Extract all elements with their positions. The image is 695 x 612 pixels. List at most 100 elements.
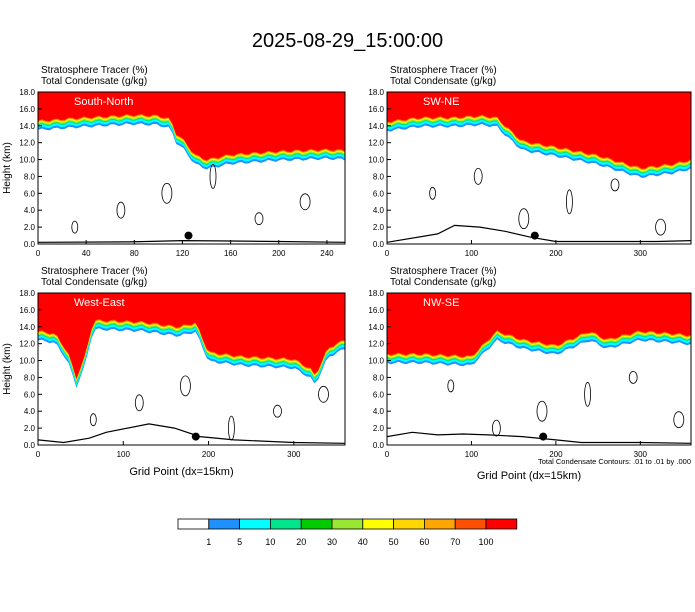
x-tick-label: 100 [465, 249, 479, 258]
x-tick-label: 100 [117, 450, 131, 459]
plot-area-2 [38, 293, 345, 445]
contour-footnote: Total Condensate Contours: .01 to .01 by… [538, 457, 691, 466]
condensate-contour [536, 400, 548, 422]
y-tick-label: 2.0 [373, 223, 385, 232]
y-tick-label: 8.0 [373, 373, 385, 382]
variable-label: Total Condensate (g/kg) [41, 277, 147, 288]
location-marker [184, 231, 193, 240]
panel-label: NW-SE [423, 297, 459, 309]
colorbar-swatch [454, 518, 487, 530]
condensate-contour [134, 394, 144, 412]
condensate-contour [254, 212, 264, 226]
y-tick-label: 12.0 [19, 340, 35, 349]
y-tick-label: 16.0 [368, 105, 384, 114]
panel-label: South-North [74, 96, 133, 108]
condensate-contour [318, 385, 329, 403]
y-tick-label: 18.0 [19, 289, 35, 298]
variable-label: Stratosphere Tracer (%) [41, 65, 148, 76]
colorbar-label: 1 [206, 537, 211, 547]
colorbar-swatch [362, 518, 394, 530]
x-tick-label: 200 [549, 249, 563, 258]
x-tick-label: 200 [272, 249, 286, 258]
panel-label: SW-NE [423, 96, 459, 108]
terrain-line [387, 224, 691, 243]
condensate-contour [89, 413, 97, 427]
panel-label: West-East [74, 297, 125, 309]
location-marker [191, 432, 200, 441]
x-tick-label: 120 [176, 249, 190, 258]
y-tick-label: 18.0 [368, 289, 384, 298]
y-axis-label: Height (km) [2, 343, 13, 395]
y-tick-label: 10.0 [368, 156, 384, 165]
condensate-contour [610, 178, 620, 192]
page-title: 2025-08-29_15:00:00 [251, 30, 444, 52]
colorbar-label: 70 [450, 537, 460, 547]
colorbar-label: 20 [296, 537, 306, 547]
condensate-contour [273, 404, 282, 418]
x-tick-label: 300 [634, 249, 648, 258]
y-tick-label: 14.0 [19, 122, 35, 131]
x-tick-label: 200 [202, 450, 216, 459]
condensate-contour [179, 375, 191, 397]
y-tick-label: 14.0 [368, 122, 384, 131]
y-tick-label: 14.0 [19, 323, 35, 332]
colorbar-swatch [239, 518, 271, 530]
y-tick-label: 16.0 [19, 105, 35, 114]
colorbar-label: 60 [419, 537, 429, 547]
y-tick-label: 16.0 [368, 306, 384, 315]
condensate-contour [71, 220, 79, 234]
y-tick-label: 12.0 [368, 139, 384, 148]
condensate-contour [227, 415, 235, 441]
condensate-contour [628, 370, 638, 384]
y-tick-label: 2.0 [373, 424, 385, 433]
plot-area-0 [38, 92, 345, 244]
location-marker [530, 231, 539, 240]
x-tick-label: 200 [549, 450, 563, 459]
x-tick-label: 160 [224, 249, 238, 258]
condensate-contour [299, 193, 311, 211]
plot-frame [386, 91, 692, 245]
plot-frame [37, 91, 346, 245]
x-tick-label: 0 [385, 450, 390, 459]
colorbar-swatch [331, 518, 364, 530]
variable-label: Stratosphere Tracer (%) [390, 266, 497, 277]
plot-area-1 [387, 92, 691, 244]
colorbar-label: 5 [237, 537, 242, 547]
x-tick-label: 300 [287, 450, 301, 459]
location-marker [539, 432, 548, 441]
x-tick-label: 300 [634, 450, 648, 459]
y-tick-label: 4.0 [24, 407, 36, 416]
condensate-contour [518, 208, 530, 230]
y-tick-label: 4.0 [373, 407, 385, 416]
y-tick-label: 10.0 [19, 357, 35, 366]
y-tick-label: 6.0 [24, 189, 36, 198]
variable-label: Stratosphere Tracer (%) [390, 65, 497, 76]
colorbar-label: 50 [389, 537, 399, 547]
condensate-contour [209, 163, 217, 189]
colorbar-swatch [300, 518, 333, 530]
y-tick-label: 10.0 [368, 357, 384, 366]
condensate-contour [673, 411, 685, 429]
x-tick-label: 40 [82, 249, 91, 258]
y-tick-label: 10.0 [19, 156, 35, 165]
colorbar-swatch [177, 518, 210, 530]
y-tick-label: 0.0 [373, 240, 385, 249]
condensate-contour [584, 381, 591, 407]
x-tick-label: 100 [465, 450, 479, 459]
y-tick-label: 4.0 [373, 206, 385, 215]
y-tick-label: 6.0 [24, 390, 36, 399]
y-tick-label: 0.0 [24, 240, 36, 249]
colorbar-swatch [269, 518, 302, 530]
y-tick-label: 18.0 [19, 88, 35, 97]
y-tick-label: 2.0 [24, 424, 36, 433]
condensate-contour [116, 201, 126, 219]
condensate-contour [447, 379, 455, 393]
colorbar-label: 30 [327, 537, 337, 547]
x-axis-label: Grid Point (dx=15km) [129, 466, 233, 478]
y-tick-label: 8.0 [24, 373, 36, 382]
tracer-band-7 [387, 293, 691, 357]
plot-area-3 [387, 293, 691, 445]
y-tick-label: 6.0 [373, 390, 385, 399]
y-tick-label: 12.0 [19, 139, 35, 148]
